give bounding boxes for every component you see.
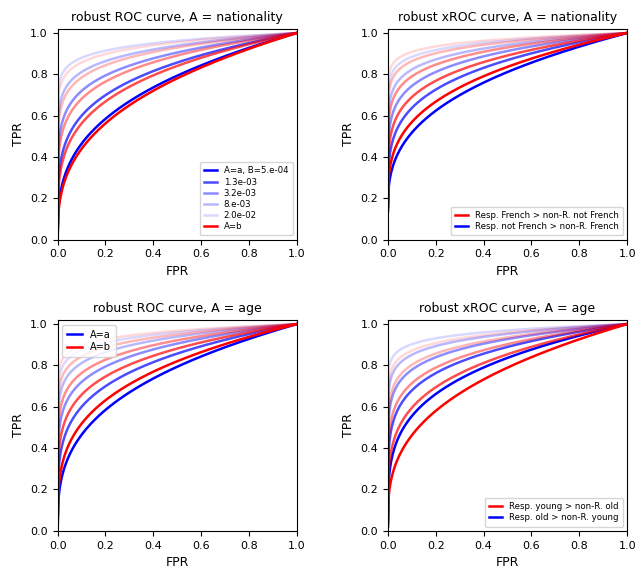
- Legend: A=a, B=5.e-04, 1.3e-03, 3.2e-03, 8.e-03, 2.0e-02, A=b: A=a, B=5.e-04, 1.3e-03, 3.2e-03, 8.e-03,…: [200, 162, 292, 235]
- Title: robust ROC curve, A = age: robust ROC curve, A = age: [93, 302, 262, 314]
- Y-axis label: TPR: TPR: [12, 413, 24, 437]
- Title: robust xROC curve, A = age: robust xROC curve, A = age: [419, 302, 596, 314]
- Y-axis label: TPR: TPR: [342, 122, 355, 147]
- Title: robust ROC curve, A = nationality: robust ROC curve, A = nationality: [72, 10, 283, 24]
- Y-axis label: TPR: TPR: [12, 122, 24, 147]
- Y-axis label: TPR: TPR: [342, 413, 355, 437]
- X-axis label: FPR: FPR: [166, 265, 189, 278]
- X-axis label: FPR: FPR: [496, 556, 519, 569]
- Legend: A=a, A=b: A=a, A=b: [63, 325, 116, 357]
- X-axis label: FPR: FPR: [496, 265, 519, 278]
- Legend: Resp. young > non-R. old, Resp. old > non-R. young: Resp. young > non-R. old, Resp. old > no…: [485, 498, 623, 527]
- Legend: Resp. French > non-R. not French, Resp. not French > non-R. French: Resp. French > non-R. not French, Resp. …: [451, 207, 623, 235]
- Title: robust xROC curve, A = nationality: robust xROC curve, A = nationality: [398, 10, 617, 24]
- X-axis label: FPR: FPR: [166, 556, 189, 569]
